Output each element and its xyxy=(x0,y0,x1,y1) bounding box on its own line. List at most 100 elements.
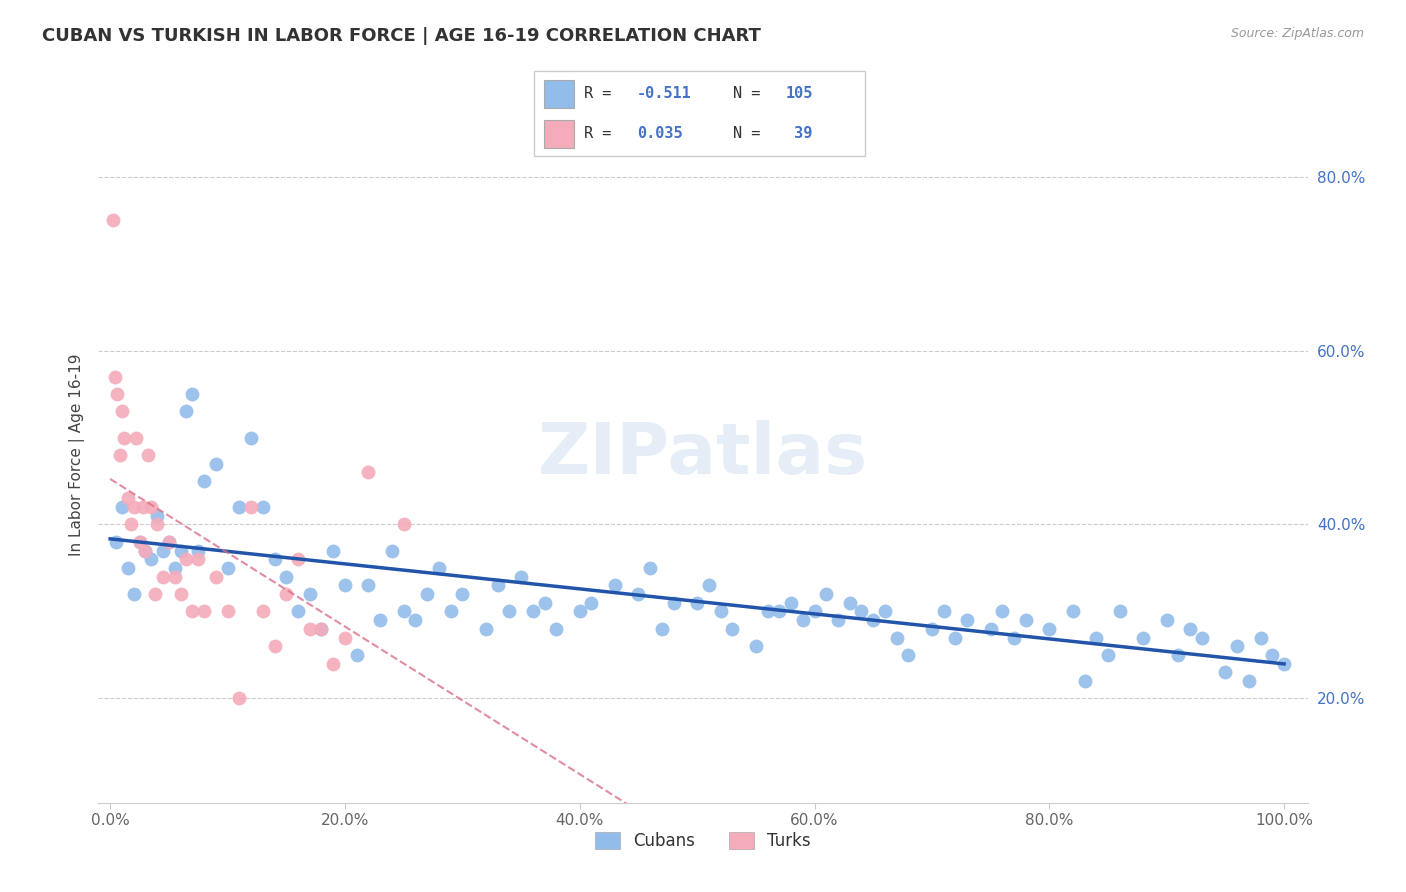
Point xyxy=(392,605,415,619)
Text: CUBAN VS TURKISH IN LABOR FORCE | AGE 16-19 CORRELATION CHART: CUBAN VS TURKISH IN LABOR FORCE | AGE 16… xyxy=(42,27,761,45)
Point xyxy=(416,587,439,601)
Point xyxy=(710,605,733,619)
Point xyxy=(651,622,673,636)
Text: 39: 39 xyxy=(786,126,813,141)
Point xyxy=(1002,631,1025,645)
Point xyxy=(104,369,127,384)
Point xyxy=(1272,657,1295,671)
Point xyxy=(1261,648,1284,662)
Point xyxy=(112,431,135,445)
Point xyxy=(276,587,298,601)
Point xyxy=(886,631,908,645)
Point xyxy=(163,570,186,584)
Point xyxy=(1097,648,1119,662)
Point xyxy=(1215,665,1237,680)
Point xyxy=(522,605,544,619)
Point xyxy=(111,500,134,514)
Point xyxy=(141,552,163,566)
Point xyxy=(333,578,356,592)
Point xyxy=(697,578,720,592)
Point xyxy=(510,570,533,584)
Point xyxy=(105,387,128,401)
Point xyxy=(792,613,814,627)
Point xyxy=(1062,605,1084,619)
Point xyxy=(381,543,404,558)
Point xyxy=(101,213,124,227)
Point xyxy=(152,543,174,558)
Text: R =: R = xyxy=(583,86,620,101)
Point xyxy=(662,596,685,610)
Point xyxy=(498,605,520,619)
Point xyxy=(287,605,309,619)
Point xyxy=(638,561,661,575)
Point xyxy=(686,596,709,610)
Point xyxy=(152,570,174,584)
Point xyxy=(956,613,979,627)
Point xyxy=(322,657,344,671)
Point xyxy=(134,543,156,558)
Point xyxy=(815,587,838,601)
Point xyxy=(120,517,142,532)
Point xyxy=(427,561,450,575)
Point xyxy=(193,474,215,488)
Point xyxy=(322,543,344,558)
Point xyxy=(945,631,967,645)
FancyBboxPatch shape xyxy=(534,71,865,156)
Point xyxy=(163,561,186,575)
Point xyxy=(252,605,274,619)
Point xyxy=(357,466,380,480)
Text: N =: N = xyxy=(733,126,769,141)
Point xyxy=(1250,631,1272,645)
Point xyxy=(111,404,134,418)
Point xyxy=(368,613,391,627)
Y-axis label: In Labor Force | Age 16-19: In Labor Force | Age 16-19 xyxy=(69,353,84,557)
Point xyxy=(1038,622,1060,636)
Point xyxy=(217,605,239,619)
Point xyxy=(146,508,169,523)
Point xyxy=(721,622,744,636)
Point xyxy=(1237,674,1260,689)
Point xyxy=(346,648,368,662)
Point xyxy=(169,543,191,558)
Point xyxy=(780,596,803,610)
Point xyxy=(1226,639,1249,653)
Point xyxy=(136,448,159,462)
Point xyxy=(276,570,298,584)
Point xyxy=(897,648,920,662)
Point xyxy=(187,543,209,558)
Point xyxy=(451,587,474,601)
Point xyxy=(204,457,226,471)
Point xyxy=(392,517,415,532)
Point xyxy=(862,613,884,627)
Text: 0.035: 0.035 xyxy=(637,126,682,141)
Text: -0.511: -0.511 xyxy=(637,86,692,101)
FancyBboxPatch shape xyxy=(544,80,574,108)
Point xyxy=(298,622,321,636)
Text: Source: ZipAtlas.com: Source: ZipAtlas.com xyxy=(1230,27,1364,40)
Point xyxy=(132,500,155,514)
Point xyxy=(1108,605,1130,619)
Point xyxy=(838,596,860,610)
Point xyxy=(117,561,139,575)
Text: 105: 105 xyxy=(786,86,813,101)
Point xyxy=(756,605,779,619)
Point xyxy=(263,552,285,566)
Point xyxy=(333,631,356,645)
Point xyxy=(932,605,955,619)
Point xyxy=(176,552,198,566)
Point xyxy=(298,587,321,601)
FancyBboxPatch shape xyxy=(544,120,574,147)
Point xyxy=(311,622,333,636)
Point xyxy=(991,605,1014,619)
Point xyxy=(546,622,568,636)
Point xyxy=(122,587,145,601)
Point xyxy=(404,613,426,627)
Point xyxy=(603,578,626,592)
Point xyxy=(125,431,148,445)
Point xyxy=(176,404,198,418)
Point xyxy=(803,605,825,619)
Point xyxy=(851,605,873,619)
Text: R =: R = xyxy=(583,126,620,141)
Point xyxy=(1156,613,1178,627)
Point xyxy=(827,613,849,627)
